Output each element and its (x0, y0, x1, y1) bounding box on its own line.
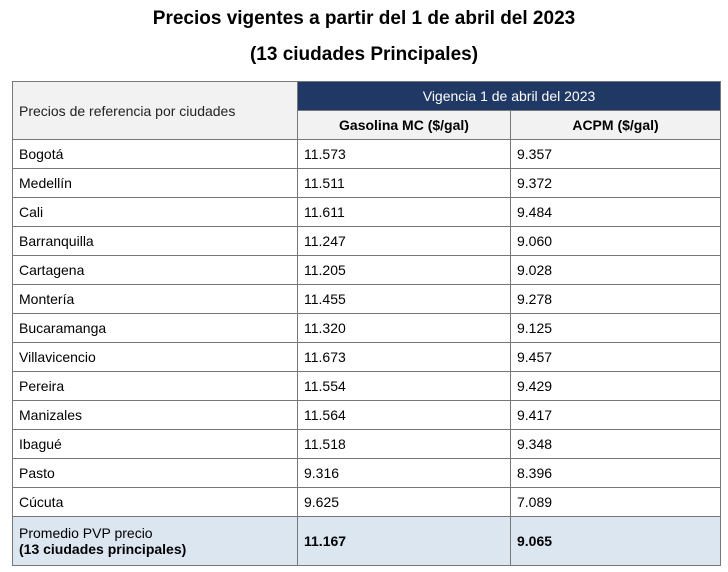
price-cell: 11.455 (297, 284, 511, 314)
price-cell: 9.484 (509, 197, 722, 227)
row: Barranquilla 11.247 9.060 (12, 226, 722, 256)
footer-value: 11.167 (297, 516, 511, 566)
corner-header: Precios de referencia por ciudades (12, 81, 298, 140)
price-cell: 11.554 (297, 371, 511, 401)
price-cell: 11.511 (297, 168, 511, 198)
row: Pereira 11.554 9.429 (12, 371, 722, 401)
row: Bogotá 11.573 9.357 (12, 139, 722, 169)
column-header: ACPM ($/gal) (509, 110, 722, 140)
city-cell: Villavicencio (12, 342, 298, 372)
price-cell: 8.396 (509, 458, 722, 488)
city-cell: Barranquilla (12, 226, 298, 256)
price-cell: 9.348 (509, 429, 722, 459)
row: Pasto 9.316 8.396 (12, 458, 722, 488)
price-cell: 9.316 (297, 458, 511, 488)
price-cell: 9.457 (509, 342, 722, 372)
city-cell: Cúcuta (12, 487, 298, 517)
footer-label-line: Promedio PVP precio (19, 525, 153, 541)
price-cell: 11.673 (297, 342, 511, 372)
price-cell: 11.518 (297, 429, 511, 459)
price-cell: 9.060 (509, 226, 722, 256)
city-cell: Cartagena (12, 255, 298, 285)
subtitle: (13 ciudades Principales) (249, 44, 479, 65)
row: Cartagena 11.205 9.028 (12, 255, 722, 285)
footer-label-line: (13 ciudades principales) (19, 541, 187, 557)
price-cell: 9.028 (509, 255, 722, 285)
city-cell: Medellín (12, 168, 298, 198)
price-cell: 9.625 (297, 487, 511, 517)
row: Manizales 11.564 9.417 (12, 400, 722, 430)
city-cell: Bucaramanga (12, 313, 298, 343)
column-header: Gasolina MC ($/gal) (297, 110, 511, 140)
city-cell: Pereira (12, 371, 298, 401)
price-cell: 9.372 (509, 168, 722, 198)
row: Cali 11.611 9.484 (12, 197, 722, 227)
row: Ibagué 11.518 9.348 (12, 429, 722, 459)
city-cell: Bogotá (12, 139, 298, 169)
city-cell: Cali (12, 197, 298, 227)
price-cell: 9.357 (509, 139, 722, 169)
price-cell: 9.125 (509, 313, 722, 343)
city-cell: Ibagué (12, 429, 298, 459)
price-cell: 9.417 (509, 400, 722, 430)
price-cell: 9.278 (509, 284, 722, 314)
row: Bucaramanga 11.320 9.125 (12, 313, 722, 343)
city-cell: Manizales (12, 400, 298, 430)
price-cell: 11.205 (297, 255, 511, 285)
footer-value: 9.065 (509, 516, 722, 566)
price-cell: 9.429 (509, 371, 722, 401)
price-table: Precios de referencia por ciudades Vigen… (12, 81, 722, 566)
city-cell: Pasto (12, 458, 298, 488)
row: Cúcuta 9.625 7.089 (12, 487, 722, 517)
city-cell: Montería (12, 284, 298, 314)
footer-row: Promedio PVP precio (13 ciudades principa… (12, 516, 722, 566)
footer-label: Promedio PVP precio (13 ciudades principa… (12, 516, 298, 566)
row: Villavicencio 11.673 9.457 (12, 342, 722, 372)
price-cell: 11.247 (297, 226, 511, 256)
group-header: Vigencia 1 de abril del 2023 (296, 81, 722, 111)
price-cell: 11.573 (297, 139, 511, 169)
price-cell: 11.611 (297, 197, 511, 227)
price-cell: 11.564 (297, 400, 511, 430)
price-cell: 11.320 (297, 313, 511, 343)
row: Montería 11.455 9.278 (12, 284, 722, 314)
title: Precios vigentes a partir del 1 de abril… (152, 8, 576, 29)
row: Medellín 11.511 9.372 (12, 168, 722, 198)
price-cell: 7.089 (509, 487, 722, 517)
